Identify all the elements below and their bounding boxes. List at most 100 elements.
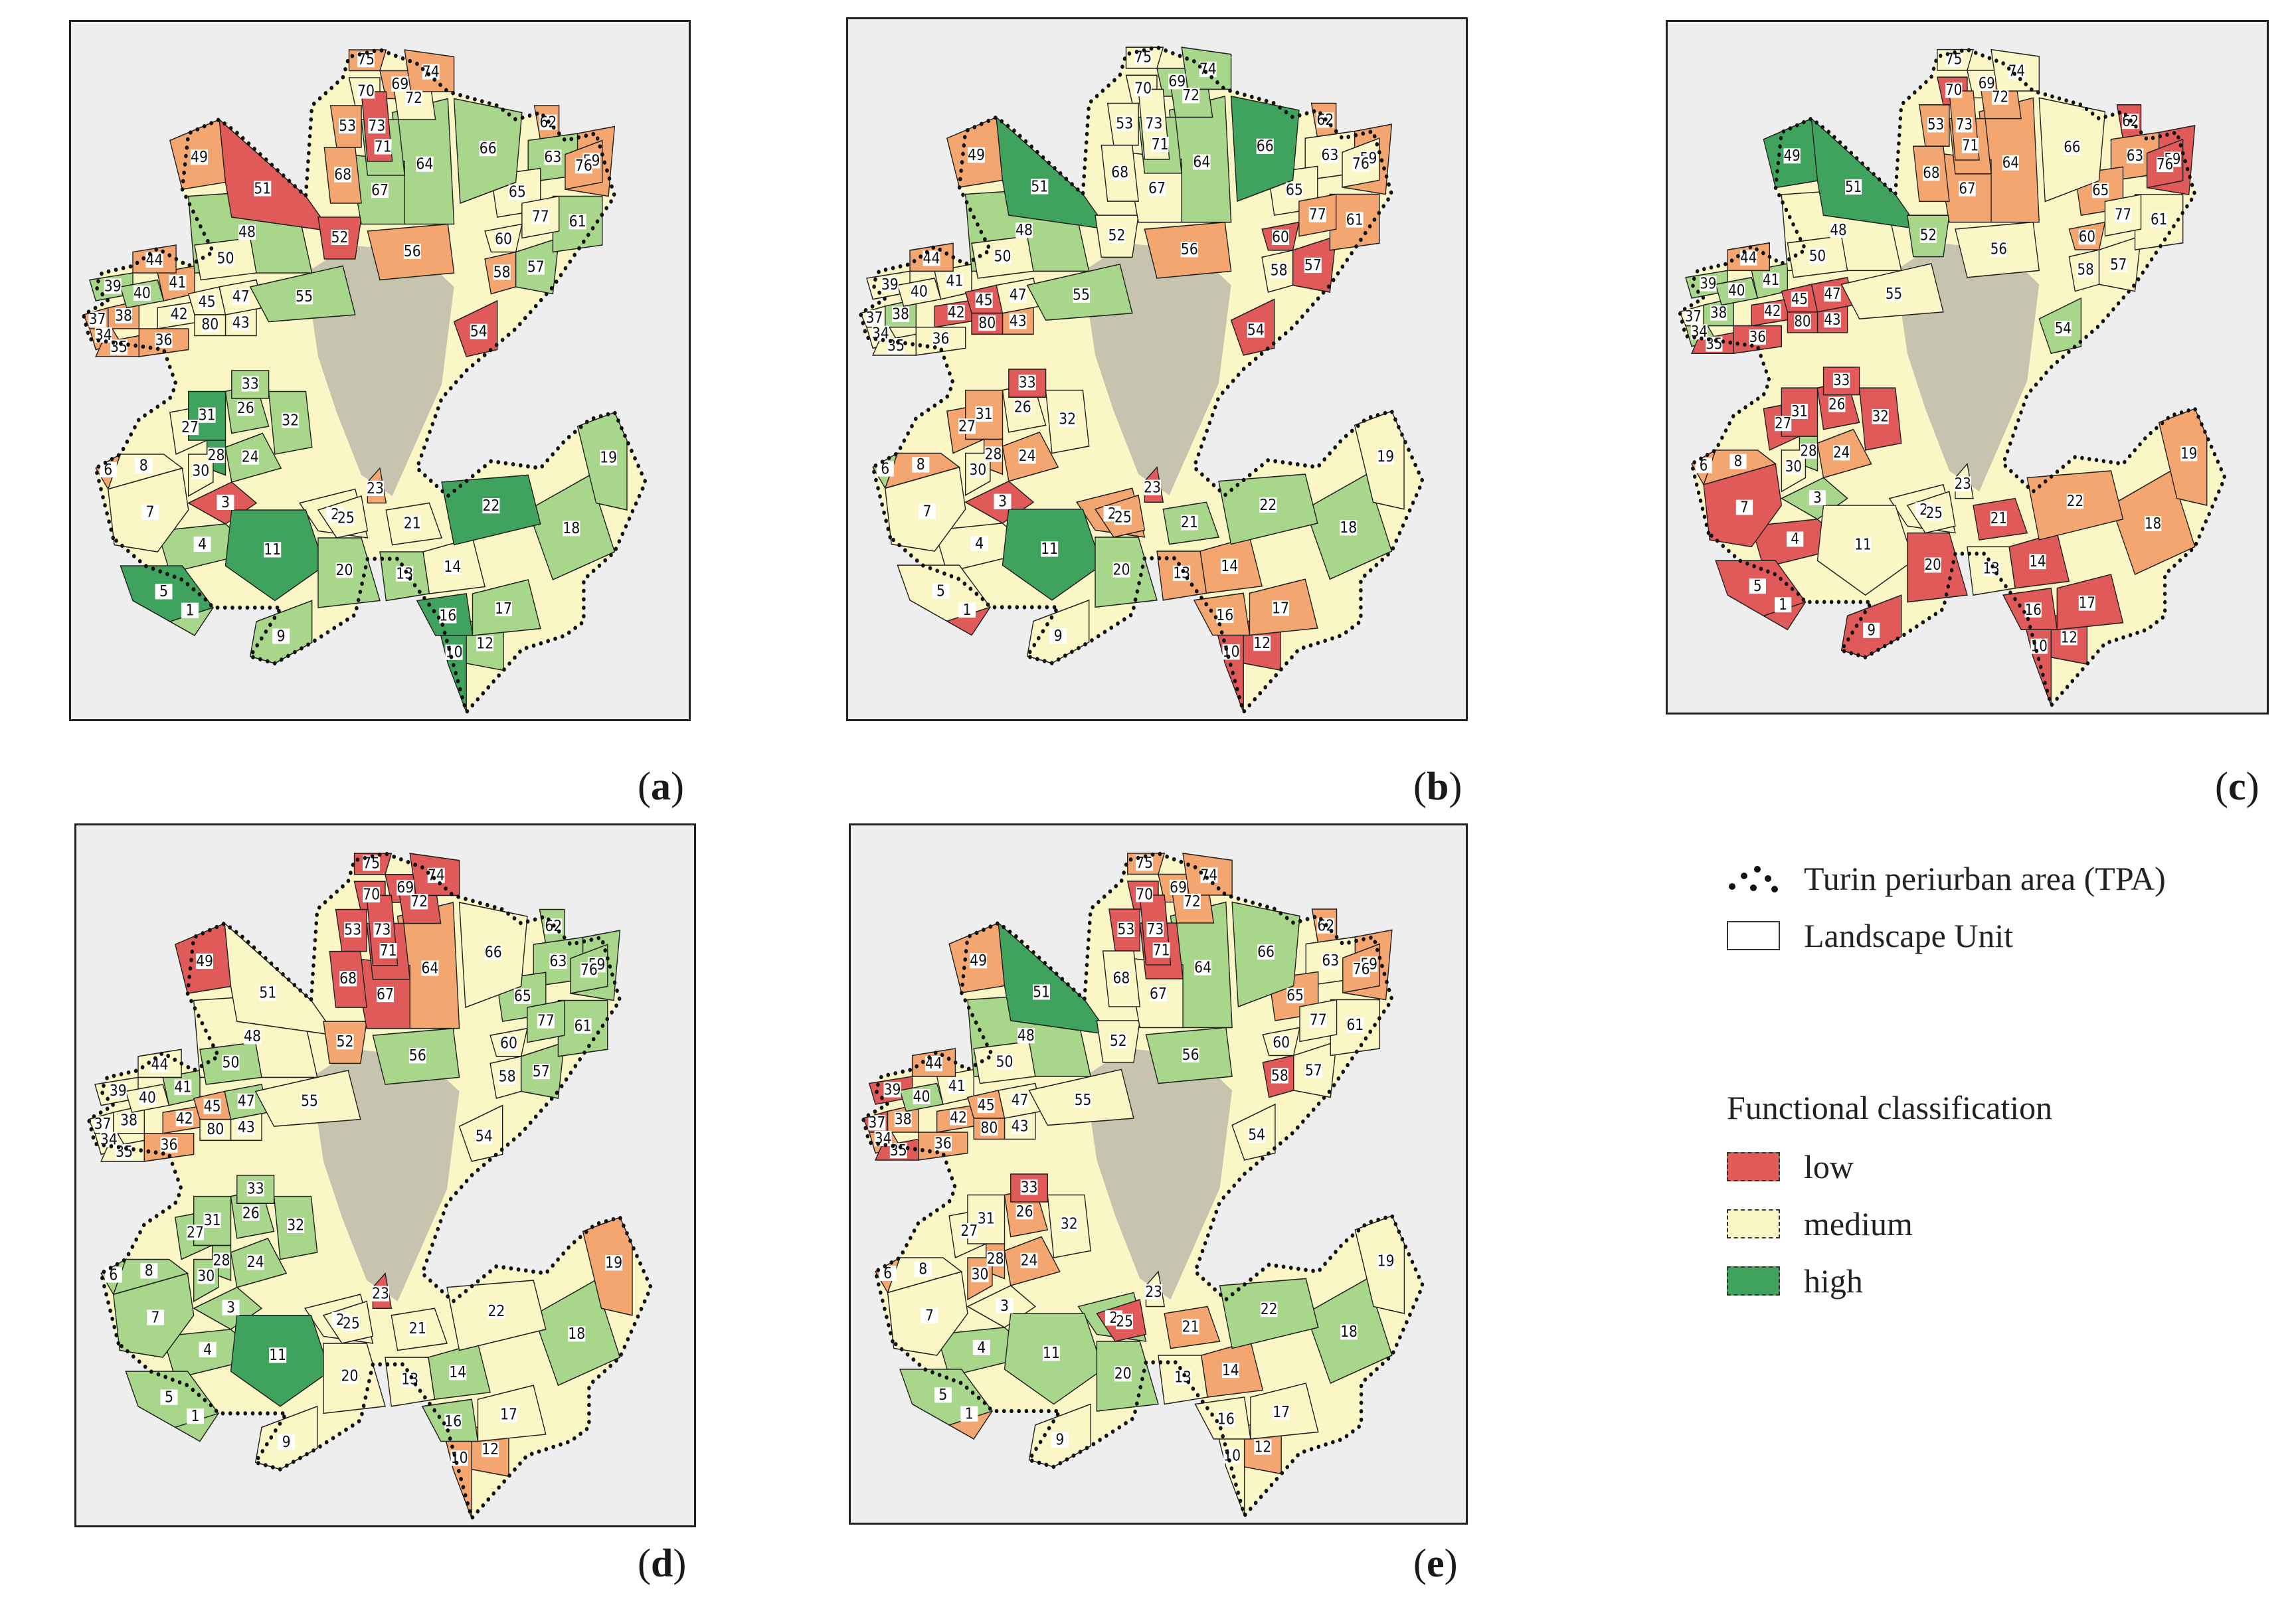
unit-label-45: 45 [1791,291,1808,309]
unit-label-68: 68 [1112,970,1130,987]
unit-label-box-50 [996,1054,1014,1070]
unit-label-54: 54 [470,323,487,340]
unit-label-58: 58 [1271,1067,1288,1085]
unit-label-box-38 [892,306,910,322]
unit-label-37: 37 [89,311,106,328]
landscape-unit-51 [224,922,337,1037]
unit-label-72: 72 [405,90,422,107]
unit-label-3: 3 [221,494,230,511]
unit-label-2: 2 [1919,501,1928,519]
unit-label-box-66 [2064,139,2081,155]
unit-label-39: 39 [884,1081,901,1099]
unit-label-3: 3 [1813,489,1822,507]
unit-label-71: 71 [1153,942,1170,960]
unit-label-box-27 [960,1223,978,1239]
unit-label-box-74 [427,867,445,883]
unit-label-box-58 [2077,262,2094,278]
unit-label-20: 20 [341,1367,359,1385]
unit-label-box-53 [1117,921,1135,937]
unit-label-box-22 [2066,493,2083,509]
unit-label-67: 67 [1148,180,1166,198]
unit-label-box-42 [950,1110,968,1126]
unit-label-77: 77 [537,1012,555,1030]
unit-label-box-12 [482,1442,499,1458]
unit-label-5: 5 [1753,578,1762,596]
unit-label-box-64 [1194,960,1212,975]
unit-label-20: 20 [1925,556,1941,574]
unit-label-box-8 [135,458,153,473]
unit-label-25: 25 [1114,509,1132,527]
unit-label-80: 80 [207,1121,224,1139]
unit-label-box-52 [331,229,349,245]
unit-label-box-23 [372,1286,390,1302]
unit-label-72: 72 [1182,87,1199,105]
unit-label-11: 11 [264,541,281,558]
unit-label-box-14 [1221,1363,1239,1379]
map-panel-d: 1 2 3 4 5 6 7 8 9 10 11 12 13 14 16 17 18 19 20 21 22 23 24 25 2… [74,823,696,1527]
unit-label-box-5 [1749,578,1766,594]
unit-label-box-53 [1927,117,1945,133]
unit-label-box-68 [1111,165,1129,181]
unit-label-28: 28 [987,1250,1004,1268]
unit-label-box-80 [980,1120,998,1136]
unit-label-9: 9 [277,628,286,645]
unit-label-6: 6 [109,1266,118,1284]
unit-label-box-4 [193,536,211,552]
unit-label-box-49 [970,953,988,969]
unit-label-42: 42 [171,305,188,323]
unit-label-box-65 [1285,182,1303,198]
unit-label-box-74 [2008,63,2026,79]
unit-label-box-30 [1785,459,1803,475]
unit-label-box-27 [187,1225,205,1240]
unit-label-64: 64 [1194,959,1211,977]
unit-label-box-48 [1017,1028,1035,1044]
unit-label-box-23 [1145,1284,1163,1300]
caption-d: (d) [638,1541,687,1585]
unit-label-53: 53 [1927,116,1944,134]
unit-label-box-23 [1954,476,1971,492]
unit-label-47: 47 [238,1093,255,1111]
medium-swatch-icon [1727,1209,1780,1238]
unit-label-61: 61 [569,213,586,230]
unit-label-2: 2 [331,506,339,523]
unit-label-box-20 [1924,557,1941,573]
unit-label-box-44 [151,1056,169,1072]
unit-label-40: 40 [913,1088,930,1106]
unit-label-66: 66 [1257,138,1274,156]
unit-label-box-64 [1193,154,1211,170]
unit-label-box-68 [1112,970,1130,986]
unit-label-box-64 [416,156,434,172]
unit-label-76: 76 [1353,961,1370,979]
unit-label-76: 76 [575,157,592,175]
unit-label-23: 23 [1144,479,1161,497]
unit-label-box-32 [1060,1216,1078,1232]
unit-label-box-9 [1863,622,1880,638]
unit-label-box-76 [2157,157,2174,173]
unit-label-30: 30 [1785,458,1802,476]
unit-label-28: 28 [985,446,1002,464]
unit-label-60: 60 [1272,229,1289,247]
unit-label-box-16 [439,608,457,624]
unit-label-66: 66 [1257,944,1275,962]
unit-label-box-26 [236,400,254,416]
unit-label-30: 30 [192,462,209,479]
unit-label-61: 61 [1346,211,1364,229]
unit-label-box-1 [958,602,976,618]
unit-label-43: 43 [1824,311,1840,329]
unit-label-box-23 [367,480,385,496]
unit-label-box-33 [1018,375,1036,390]
unit-label-box-17 [1271,600,1290,616]
unit-label-box-38 [115,308,133,324]
unit-label-box-18 [1340,520,1358,536]
unit-label-67: 67 [1150,985,1167,1003]
unit-label-6: 6 [1700,457,1708,475]
unit-label-5: 5 [165,1389,173,1406]
unit-label-box-70 [1134,80,1152,96]
unit-label-45: 45 [199,294,216,311]
unit-label-19: 19 [2180,445,2197,463]
unit-label-57: 57 [527,258,545,276]
unit-label-77: 77 [2115,206,2131,224]
unit-label-box-16 [444,1413,462,1430]
unit-label-31: 31 [1791,403,1808,421]
